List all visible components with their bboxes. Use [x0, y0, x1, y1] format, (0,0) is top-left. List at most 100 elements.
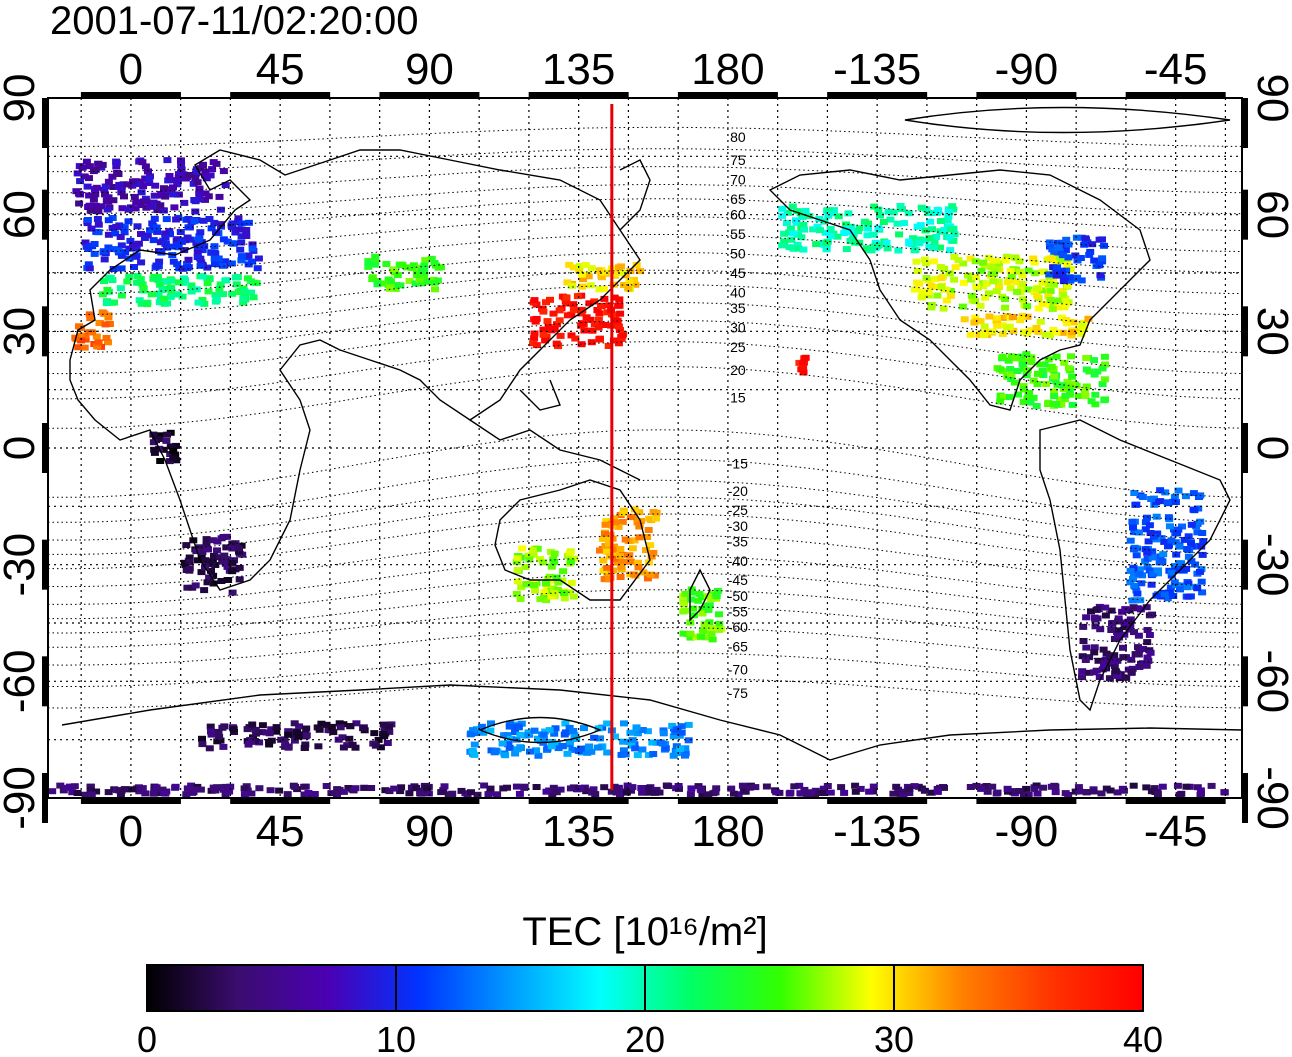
- tec-cell-north-america-usa: [984, 254, 993, 261]
- tec-cell-north-america-usa: [1030, 289, 1039, 295]
- tec-cell-south-pole-band: [865, 788, 874, 795]
- tec-cell-japan-north: [594, 267, 603, 274]
- tec-cell-europe-north: [191, 175, 200, 181]
- tec-cell-europe-central: [120, 229, 129, 236]
- tec-cell-europe-north: [185, 172, 194, 178]
- tec-cell-europe-south: [149, 275, 158, 282]
- tec-cell-antarctica-pacific: [486, 727, 495, 734]
- tec-cell-north-america-usa: [1058, 288, 1067, 294]
- tec-cell-north-america-usa: [1046, 288, 1055, 295]
- tec-cell-north-america-canada: [780, 238, 789, 245]
- tec-cell-south-pole-band: [397, 784, 406, 791]
- tec-cell-south-pole-band: [141, 790, 150, 797]
- tec-cell-africa-central: [163, 431, 171, 438]
- tec-cell-europe-central: [173, 236, 182, 243]
- tec-cell-north-america-usa: [1038, 301, 1047, 307]
- magnetic-contour: [48, 184, 1242, 215]
- tec-cell-north-america-canada: [883, 245, 892, 252]
- tec-cell-south-america-south: [1125, 607, 1134, 614]
- tec-cell-south-pole-band: [607, 788, 616, 795]
- tec-cell-south-america-east: [1145, 567, 1154, 574]
- tec-cell-central-america: [1100, 397, 1109, 404]
- tec-cell-africa-south: [220, 552, 229, 559]
- tec-cell-south-pole-band: [532, 784, 541, 790]
- tec-cell-australia-west: [517, 584, 526, 591]
- magnetic-lat-label: 75: [730, 152, 746, 168]
- tec-cell-antarctica-pacific: [516, 744, 525, 751]
- tec-cell-europe-north: [138, 159, 147, 166]
- tec-cell-antarctica-rim: [215, 734, 224, 740]
- tec-cell-antarctica-rim: [317, 720, 326, 727]
- tec-cell-australia-west: [550, 589, 559, 596]
- tec-cell-japan-north: [625, 278, 634, 285]
- tec-cell-north-america-canada: [799, 221, 808, 228]
- tec-cell-north-america-usa: [1002, 253, 1011, 260]
- tec-cell-africa-south: [213, 538, 222, 545]
- tec-cell-south-pole-band: [221, 783, 230, 790]
- tec-cell-south-pole-band: [729, 790, 738, 797]
- tec-cell-north-america-usa: [993, 265, 1002, 272]
- tec-cell-europe-north: [144, 168, 152, 175]
- tec-cell-europe-central: [234, 215, 243, 222]
- tec-cell-north-america-canada: [815, 215, 824, 222]
- tec-cell-south-america-east: [1149, 570, 1158, 577]
- tec-cell-antarctica-rim: [218, 724, 227, 731]
- tec-cell-north-america-canada: [822, 239, 831, 246]
- tec-cell-north-america-usa: [1013, 288, 1022, 295]
- tec-cell-australia-west: [569, 593, 578, 600]
- tec-cell-north-america-canada: [925, 243, 934, 250]
- tec-cell-japan-china: [530, 335, 539, 342]
- tec-cell-north-america-south: [1026, 327, 1035, 334]
- tec-cell-europe-central: [236, 246, 245, 253]
- tec-cell-europe-north: [112, 159, 121, 166]
- tec-cell-south-america-east: [1198, 589, 1207, 596]
- tec-cell-europe-central: [85, 265, 94, 272]
- tec-cell-north-america-canada: [910, 247, 919, 254]
- tec-cell-north-america-canada: [915, 236, 924, 243]
- tec-cell-europe-south: [232, 281, 241, 288]
- tec-cell-africa-south: [228, 559, 237, 566]
- tec-cell-europe-south: [116, 285, 125, 292]
- tec-cell-north-america-usa: [992, 257, 1001, 264]
- tec-cell-south-america-south: [1144, 657, 1153, 664]
- tec-cell-south-pole-band: [1097, 790, 1106, 797]
- tec-cell-europe-central: [125, 255, 134, 262]
- tec-cell-north-america-east: [1052, 272, 1061, 279]
- tec-cell-antarctica-pacific: [593, 744, 602, 751]
- tec-cell-europe-central: [183, 265, 191, 272]
- tec-cell-europe-north: [169, 184, 177, 191]
- tec-cell-antarctica-rim: [280, 736, 289, 743]
- tec-cell-africa-central: [149, 431, 158, 438]
- tec-cell-japan-north: [636, 268, 645, 275]
- tec-cell-australia-east: [604, 572, 613, 579]
- lat-tick-label: 0: [0, 436, 44, 460]
- tec-cell-africa-south: [209, 537, 218, 544]
- tec-cell-antarctica-rim: [336, 724, 345, 731]
- tec-cell-south-pole-band: [851, 782, 860, 789]
- tec-cell-south-america-east: [1130, 490, 1139, 496]
- tec-cell-russia-south: [434, 264, 443, 271]
- tec-cell-south-america-south: [1119, 654, 1128, 661]
- tec-cell-new-zealand: [698, 606, 707, 612]
- tec-cell-africa-central: [169, 448, 178, 455]
- tec-cell-africa-central: [162, 437, 171, 444]
- tec-cell-north-america-canada: [898, 206, 906, 213]
- tec-cell-europe-north: [193, 179, 202, 186]
- tec-cell-south-pole-band: [772, 789, 781, 796]
- tec-cell-australia-west: [521, 564, 530, 570]
- tec-cell-antarctica-pacific: [511, 750, 520, 757]
- tec-cell-south-america-east: [1199, 538, 1208, 545]
- tec-cell-north-america-south: [1008, 314, 1017, 320]
- tec-cell-japan-china: [569, 307, 578, 314]
- tec-cell-central-america: [1027, 359, 1036, 365]
- tec-cell-south-pole-band: [1196, 791, 1205, 798]
- tec-cell-japan-china: [546, 296, 554, 303]
- tec-cell-australia-west: [536, 596, 545, 603]
- tec-cell-south-pole-band: [818, 790, 827, 796]
- tec-cell-antarctica-pacific: [470, 751, 479, 758]
- tec-cell-australia-west: [570, 555, 579, 562]
- lon-tick-label: 135: [542, 45, 615, 94]
- tec-cell-new-zealand: [715, 611, 723, 618]
- tec-cell-europe-south: [167, 277, 176, 284]
- tec-cell-europe-south: [178, 293, 187, 300]
